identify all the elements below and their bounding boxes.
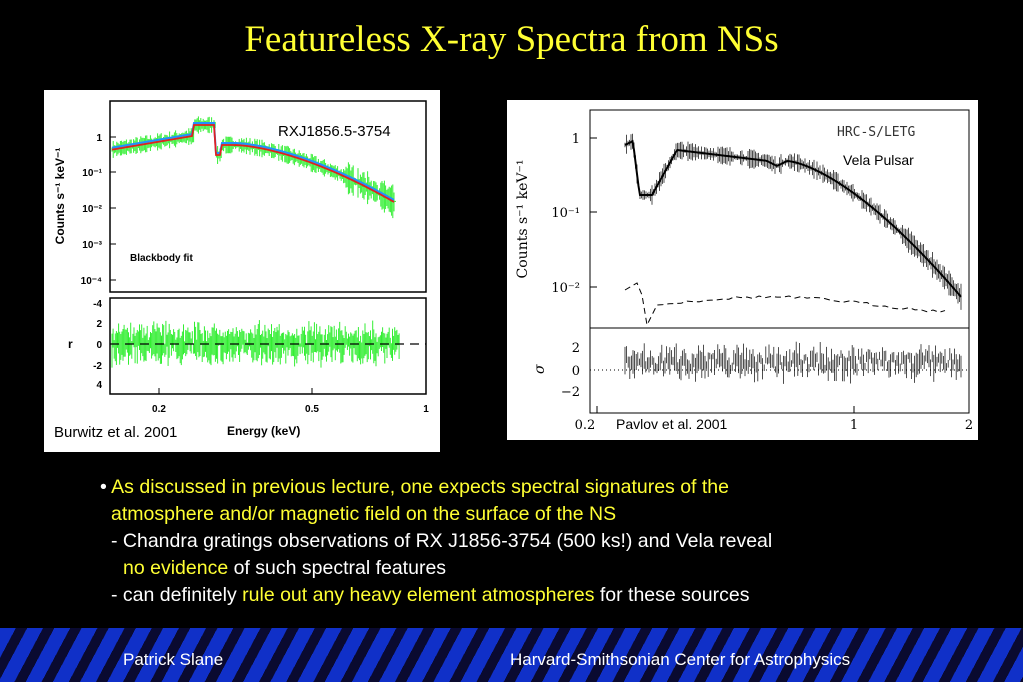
right-x-ticks: 0.2 1 2 [575,406,973,433]
sub-bullet-2-suffix: for these sources [594,584,750,606]
left-ytick-label: 10⁻³ [82,240,102,251]
sub-bullet-2-prefix: - can definitely [111,584,243,606]
right-residual-data [624,341,962,384]
right-citation: Pavlov et al. 2001 [616,416,728,432]
rxj1856-spectrum-figure: 1 10⁻¹ 10⁻² 10⁻³ 10⁻⁴ -4 2 0 -2 4 0.2 0.5 1 Counts … [44,90,440,452]
right-background-model [624,282,946,327]
right-ylabel-bottom: σ [532,364,548,374]
right-ytick-label-bottom: 0 [572,364,580,379]
right-y-ticks-top: 1 10⁻¹ 10⁻² 2 0 −2 [551,132,597,400]
left-source-label: RXJ1856.5-3754 [278,123,391,140]
left-citation: Burwitz et al. 2001 [54,424,178,441]
sub-bullet-1-line2: no evidence of such spectral features [100,555,980,582]
lower-plot-frame [109,297,427,395]
left-model-blue [111,122,395,201]
right-upper-frame [589,109,970,329]
left-ylabel-top: Counts s⁻¹ keV⁻¹ [53,148,67,245]
right-model [624,139,962,298]
right-instrument-label: HRC-S/LETG [837,125,915,140]
left-ytick-label-bottom: 4 [96,380,102,391]
left-xlabel: Energy (keV) [227,424,300,438]
left-ytick-label: 1 [96,133,102,144]
right-ytick-label: 10⁻¹ [551,206,580,221]
vela-spectrum-figure: 1 10⁻¹ 10⁻² 2 0 −2 0.2 1 2 Counts s⁻¹ keV⁻¹ σ H… [507,100,978,440]
left-xtick-label: 1 [423,404,429,415]
right-ytick-label: 1 [572,132,580,147]
left-model-red [111,124,395,203]
left-inset-label: Blackbody fit [130,253,193,264]
rxj1856-spectrum-plot: 1 10⁻¹ 10⁻² 10⁻³ 10⁻⁴ -4 2 0 -2 4 0.2 0.5 1 Counts … [53,100,429,438]
left-xtick-label: 0.5 [305,404,319,415]
slide-title: Featureless X-ray Spectra from NSs [244,19,779,60]
left-ytick-label: 10⁻⁴ [81,276,102,287]
bullet-1-text-line1: As discussed in previous lecture, one ex… [111,476,730,498]
left-ytick-label: 10⁻² [82,204,102,215]
bullet-list: • As discussed in previous lecture, one … [100,474,980,609]
right-ytick-label: 10⁻² [551,281,580,296]
left-residual-data [111,320,400,368]
vela-spectrum-plot: 1 10⁻¹ 10⁻² 2 0 −2 0.2 1 2 Counts s⁻¹ keV⁻¹ σ H… [515,109,973,433]
left-x-ticks: 0.2 0.5 1 [152,388,429,415]
right-ytick-label-bottom: −2 [561,385,580,400]
footer-author: Patrick Slane [123,650,224,669]
footer-bar: Patrick Slane Harvard-Smithsonian Center… [0,628,1023,682]
sub-bullet-2-highlight: rule out any heavy element atmospheres [242,584,595,606]
left-ytick-label: 10⁻¹ [82,168,102,179]
sub-bullet-2: - can definitely rule out any heavy elem… [100,582,980,609]
right-xtick-label: 0.2 [575,418,596,433]
sub-bullet-1-suffix: of such spectral features [228,557,447,579]
sub-bullet-1-line1: - Chandra gratings observations of RX J1… [111,530,773,552]
bullet-marker: • [100,476,107,498]
left-ytick-label-bottom: -4 [93,299,102,310]
right-source-label: Vela Pulsar [843,152,914,168]
left-spectrum-data [111,116,396,219]
left-y-ticks-top: 1 10⁻¹ 10⁻² 10⁻³ 10⁻⁴ -4 2 0 -2 4 [81,133,116,391]
bullet-1-text-line2: atmosphere and/or magnetic field on the … [111,503,617,525]
left-ylabel-bottom: r [68,337,73,351]
footer-institution: Harvard-Smithsonian Center for Astrophys… [510,650,851,669]
left-ytick-label-bottom: 0 [96,340,102,351]
upper-plot-frame [109,100,427,293]
right-spectrum-data [624,133,962,327]
right-ytick-label-bottom: 2 [572,341,580,356]
left-xtick-label: 0.2 [152,404,166,415]
right-xtick-label: 1 [850,418,858,433]
left-ytick-label-bottom: 2 [96,319,102,330]
sub-bullet-1-highlight: no evidence [123,557,229,579]
right-xtick-label: 2 [965,418,973,433]
bullet-line-1: • As discussed in previous lecture, one … [100,474,980,501]
left-ytick-label-bottom: -2 [93,361,102,372]
right-ylabel-top: Counts s⁻¹ keV⁻¹ [515,160,531,279]
